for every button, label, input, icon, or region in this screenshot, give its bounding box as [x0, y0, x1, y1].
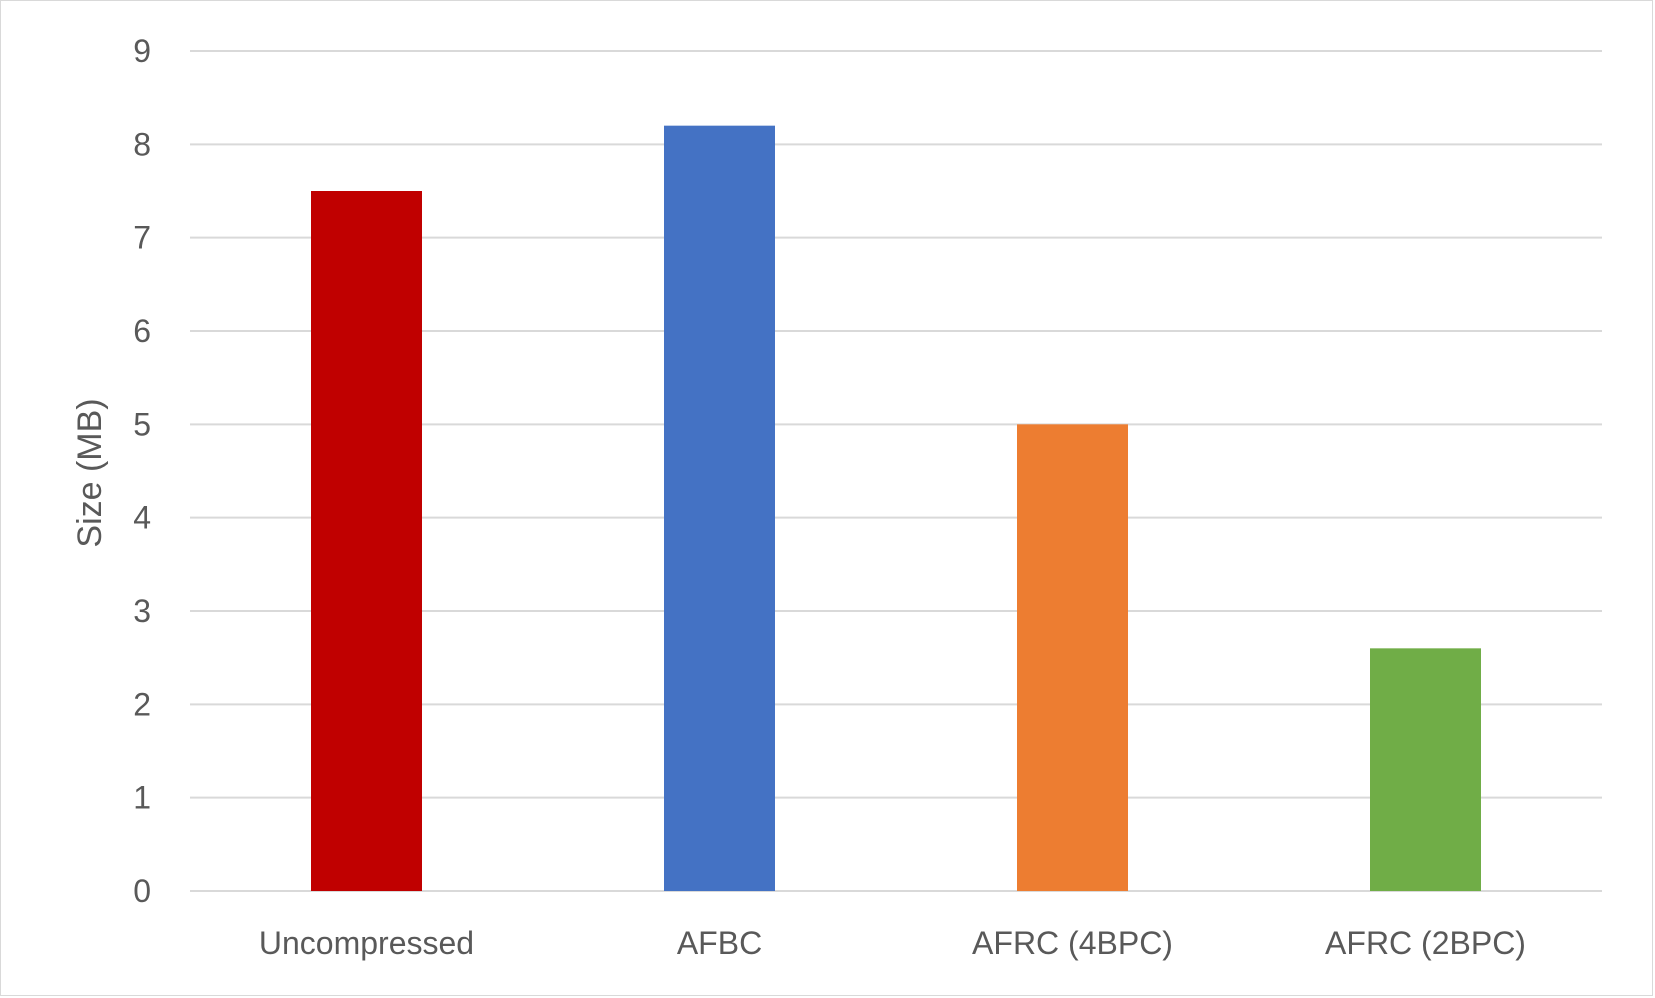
- y-tick-label: 4: [133, 500, 151, 536]
- x-tick-label: AFBC: [677, 925, 762, 961]
- y-tick-label: 3: [133, 593, 151, 629]
- gridlines: [190, 50, 1602, 892]
- y-tick-label: 0: [133, 873, 151, 909]
- y-tick-label: 7: [133, 220, 151, 256]
- bars: [311, 125, 1481, 891]
- x-tick-label: Uncompressed: [259, 925, 474, 961]
- y-tick-label: 1: [133, 780, 151, 816]
- y-tick-label: 8: [133, 126, 151, 162]
- bar-afrc-2bpc: [1370, 648, 1481, 891]
- y-tick-label: 5: [133, 406, 151, 442]
- x-tick-label: AFRC (2BPC): [1325, 925, 1526, 961]
- bar-afrc-4bpc: [1017, 424, 1128, 891]
- y-tick-label: 6: [133, 313, 151, 349]
- x-tick-label: AFRC (4BPC): [972, 925, 1173, 961]
- bar-uncompressed: [311, 191, 422, 891]
- y-tick-label: 2: [133, 686, 151, 722]
- y-axis-title: Size (MB): [71, 398, 109, 547]
- bar-afbc: [664, 125, 775, 891]
- y-tick-label: 9: [133, 33, 151, 69]
- x-tick-labels: Uncompressed AFBC AFRC (4BPC) AFRC (2BPC): [259, 925, 1526, 961]
- y-tick-labels: 0 1 2 3 4 5 6 7 8 9: [133, 33, 151, 909]
